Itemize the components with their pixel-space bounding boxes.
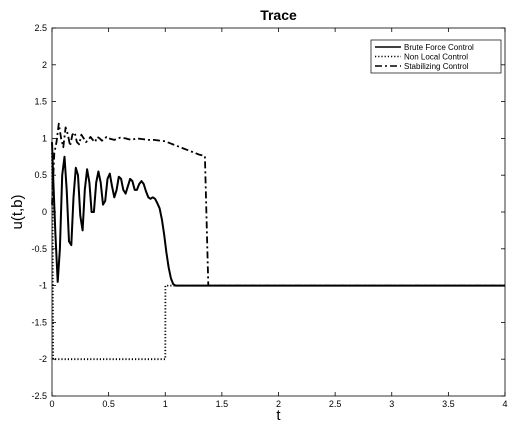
y-tick-label: 2 [42, 60, 47, 70]
x-tick-label: 3.5 [442, 399, 455, 409]
x-tick-label: 2 [276, 399, 281, 409]
y-tick-label: -1 [39, 281, 47, 291]
chart-title: Trace [260, 7, 297, 23]
x-tick-label: 1.5 [216, 399, 229, 409]
series-line-non-local-control [51, 153, 505, 361]
series-line-brute-force-control [51, 142, 505, 287]
y-tick-label: 1.5 [34, 97, 47, 107]
x-tick-label: 0 [49, 399, 54, 409]
x-tick-label: 4 [502, 399, 507, 409]
x-tick-label: 1 [163, 399, 168, 409]
y-tick-label: 0 [42, 207, 47, 217]
y-axis-label: u(t,b) [9, 194, 26, 229]
axis-ticks: 0 0.5 1 1.5 2 2.5 3 3.5 4 -2.5 -2 -1.5 -1 -0.5 0 0.5 1 1.… [31, 23, 507, 409]
axes-frame [51, 27, 506, 397]
x-tick-label: 0.5 [102, 399, 115, 409]
y-tick-label: 1 [42, 133, 47, 143]
x-tick-label: 3 [389, 399, 394, 409]
x-tick-label: 2.5 [329, 399, 342, 409]
legend-entry-label: Brute Force Control [404, 43, 474, 52]
legend-entry-label: Stabilizing Control [404, 62, 469, 71]
y-tick-label: -0.5 [31, 244, 47, 254]
y-tick-label: -2 [39, 354, 47, 364]
x-axis-label: t [276, 407, 281, 424]
y-tick-label: 2.5 [34, 23, 47, 33]
y-tick-label: 0.5 [34, 170, 47, 180]
series-line-stabilizing-control [51, 122, 505, 287]
series-layer [51, 122, 505, 361]
y-tick-label: -2.5 [31, 391, 47, 401]
y-tick-label: -1.5 [31, 317, 47, 327]
legend-frame [370, 39, 502, 74]
legend-entry-label: Non Local Control [404, 53, 468, 62]
